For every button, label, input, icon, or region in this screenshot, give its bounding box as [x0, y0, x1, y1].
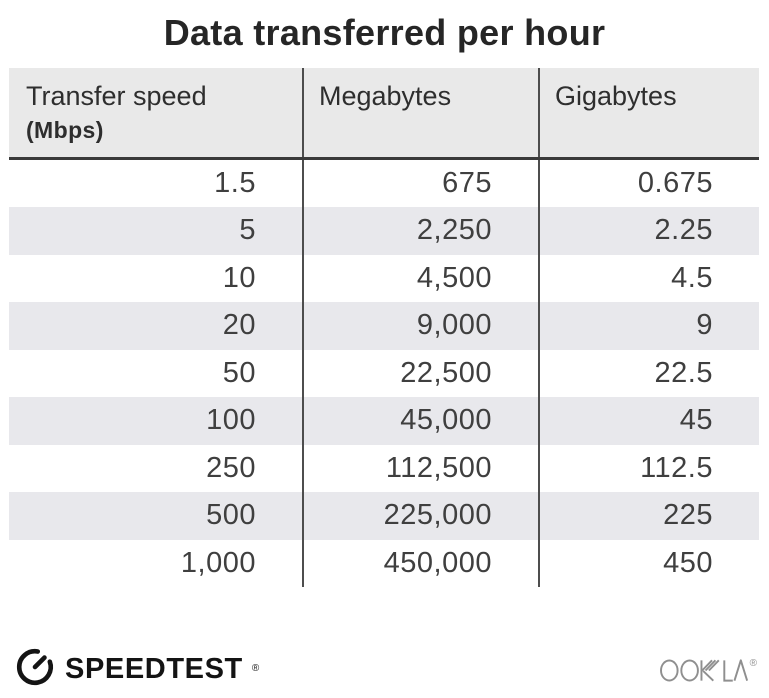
cell-megabytes: 225,000	[302, 492, 538, 540]
cell-gigabytes: 0.675	[538, 160, 759, 208]
cell-speed: 5	[239, 214, 256, 247]
cell-speed: 250	[206, 451, 256, 484]
column-header-label: Gigabytes	[555, 81, 677, 111]
cell-megabytes: 2,250	[302, 207, 538, 255]
cell-speed: 1,000	[180, 546, 256, 579]
cell-speed: 20	[222, 309, 256, 342]
table-row: 50 22,500 22.5	[9, 349, 759, 398]
column-header-unit: (Mbps)	[26, 117, 104, 143]
registered-trademark-icon: ®	[749, 658, 757, 669]
footer: SPEEDTEST ® OOKLA ®	[14, 645, 757, 692]
column-header-transfer-speed: Transfer speed (Mbps)	[9, 68, 302, 157]
table-header: Transfer speed (Mbps) Megabytes Gigabyte…	[9, 68, 759, 160]
table-row: 5 2,250 2.25	[9, 207, 759, 255]
cell-gigabytes: 225	[538, 492, 759, 540]
cell-gigabytes: 4.5	[538, 254, 759, 303]
table-row: 10 4,500 4.5	[9, 254, 759, 303]
cell-megabytes: 45,000	[302, 397, 538, 445]
cell-speed: 10	[222, 261, 256, 294]
cell-speed: 50	[222, 356, 256, 389]
table-row: 1,000 450,000 450	[9, 539, 759, 587]
registered-trademark-icon: ®	[251, 663, 260, 674]
table-row: 20 9,000 9	[9, 302, 759, 350]
ookla-logo: OOKLA ®	[659, 658, 757, 692]
ookla-wordmark-icon	[659, 658, 748, 688]
cell-speed: 500	[206, 499, 256, 532]
cell-megabytes: 675	[302, 160, 538, 208]
column-header-label: Transfer speed	[26, 81, 207, 111]
table-body: 1.5 675 0.675 5 2,250 2.25 10 4,500 4.5 …	[9, 160, 759, 587]
speedtest-logo: SPEEDTEST ®	[14, 645, 259, 692]
speedtest-wordmark: SPEEDTEST	[65, 652, 243, 685]
cell-gigabytes: 112.5	[538, 444, 759, 493]
cell-gigabytes: 45	[538, 397, 759, 445]
cell-gigabytes: 450	[538, 539, 759, 587]
column-header-gigabytes: Gigabytes	[538, 68, 759, 157]
cell-megabytes: 22,500	[302, 349, 538, 398]
cell-megabytes: 9,000	[302, 302, 538, 350]
page-title: Data transferred per hour	[163, 12, 606, 53]
table-row: 100 45,000 45	[9, 397, 759, 445]
cell-speed: 100	[206, 404, 256, 437]
table-row: 1.5 675 0.675	[9, 160, 759, 208]
column-header-label: Megabytes	[319, 81, 452, 111]
table-row: 250 112,500 112.5	[9, 444, 759, 493]
cell-megabytes: 450,000	[302, 539, 538, 587]
cell-gigabytes: 2.25	[538, 207, 759, 255]
cell-megabytes: 112,500	[302, 444, 538, 493]
cell-gigabytes: 22.5	[538, 349, 759, 398]
cell-speed: 1.5	[214, 167, 256, 199]
data-table: Transfer speed (Mbps) Megabytes Gigabyte…	[9, 68, 759, 587]
cell-gigabytes: 9	[538, 302, 759, 350]
gauge-icon	[14, 645, 56, 692]
table-row: 500 225,000 225	[9, 492, 759, 540]
column-header-megabytes: Megabytes	[302, 68, 538, 157]
cell-megabytes: 4,500	[302, 254, 538, 303]
